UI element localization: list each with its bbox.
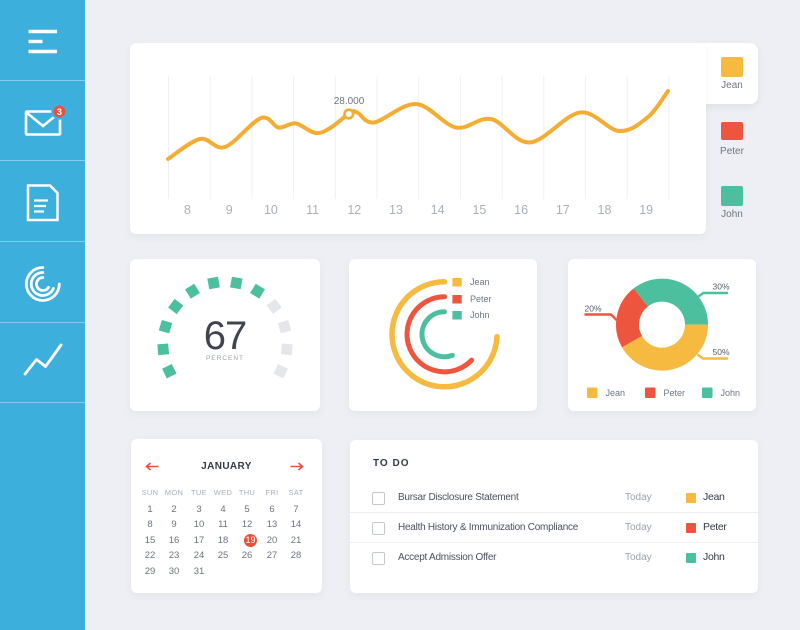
svg-text:8: 8 [184,203,191,217]
svg-text:John: John [721,388,741,398]
svg-text:12: 12 [347,203,361,217]
svg-text:14: 14 [431,203,445,217]
svg-text:Jean: Jean [606,388,626,398]
svg-text:13: 13 [389,203,403,217]
svg-text:16: 16 [514,203,528,217]
svg-text:17: 17 [556,203,570,217]
svg-text:3: 3 [57,107,62,118]
svg-text:Peter: Peter [664,388,686,398]
svg-text:30%: 30% [712,282,729,292]
svg-text:28.000: 28.000 [334,96,365,107]
svg-text:50%: 50% [712,347,729,357]
svg-text:19: 19 [639,203,653,217]
svg-text:20%: 20% [585,304,602,314]
svg-text:15: 15 [472,203,486,217]
svg-text:11: 11 [306,203,319,217]
svg-text:18: 18 [598,203,612,217]
svg-text:9: 9 [226,203,233,217]
svg-text:10: 10 [264,203,278,217]
